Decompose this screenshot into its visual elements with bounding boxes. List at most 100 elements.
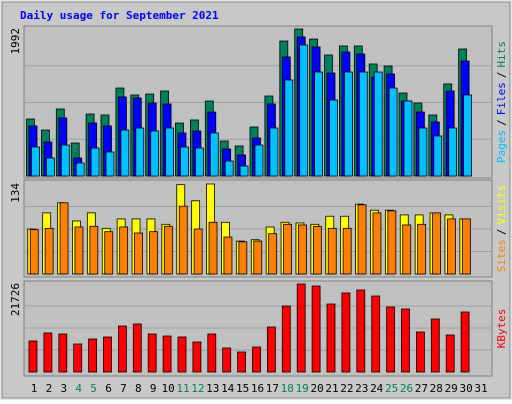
x-tick-label: 26 (400, 382, 413, 395)
x-tick-label: 22 (340, 382, 353, 395)
x-tick-label: 6 (105, 382, 112, 395)
bar (373, 71, 383, 177)
bar (237, 351, 247, 373)
x-tick-label: 9 (150, 382, 157, 395)
x-tick-label: 29 (445, 382, 458, 395)
bar (194, 147, 204, 177)
bar (118, 325, 127, 373)
x-tick-label: 27 (415, 382, 428, 395)
x-tick-label: 25 (385, 382, 398, 395)
x-tick-label: 2 (46, 382, 53, 395)
bar (447, 218, 456, 275)
bar (401, 308, 410, 373)
bar (281, 305, 291, 373)
x-tick-label: 14 (221, 382, 235, 395)
bar (430, 318, 440, 373)
bar (120, 129, 130, 177)
bar (448, 127, 458, 177)
x-tick-label: 4 (75, 382, 82, 395)
bar (283, 223, 292, 275)
bar (327, 227, 337, 275)
bar (43, 332, 53, 373)
bar (44, 227, 54, 275)
bar (298, 224, 307, 275)
bar (73, 343, 83, 373)
bar (253, 240, 263, 275)
bar (329, 99, 338, 177)
legend-separator: / (495, 72, 508, 79)
bar (223, 236, 233, 275)
bar (326, 303, 336, 373)
bar (445, 334, 455, 373)
bar (266, 326, 276, 373)
legend-entry: KBytes (495, 309, 508, 349)
bar (132, 323, 142, 373)
bar (386, 306, 396, 373)
bar (165, 127, 175, 177)
bar (60, 144, 70, 177)
bar (371, 295, 381, 373)
bar (403, 100, 413, 177)
bar (388, 87, 398, 177)
x-tick-label: 21 (325, 382, 338, 395)
x-tick-label: 20 (310, 382, 323, 395)
x-tick-label: 19 (296, 382, 309, 395)
bar (58, 333, 68, 373)
bar (268, 233, 278, 275)
bar (90, 147, 100, 177)
bar (134, 232, 143, 275)
x-tick-label: 13 (206, 382, 219, 395)
chart-title: Daily usage for September 2021 (20, 9, 219, 22)
bar (372, 212, 382, 275)
x-tick-label: 28 (430, 382, 443, 395)
bar (299, 44, 309, 177)
bar (104, 231, 114, 275)
bar (192, 341, 202, 373)
y-tick-label: 1992 (9, 28, 22, 55)
x-tick-label: 23 (355, 382, 368, 395)
bar (29, 229, 39, 275)
legend: KBytes (495, 309, 508, 349)
legend-entry: Hits (495, 41, 508, 68)
x-tick-label: 5 (90, 382, 97, 395)
y-tick-label: 134 (9, 183, 22, 203)
x-tick-label: 16 (251, 382, 264, 395)
bar (415, 331, 425, 373)
legend: Sites / Visits (495, 185, 508, 273)
bar (88, 338, 97, 373)
bar (387, 210, 397, 275)
bar (356, 289, 366, 373)
bar (119, 226, 129, 275)
x-tick-label: 15 (236, 382, 249, 395)
bar (239, 165, 249, 177)
legend-entry: Sites (495, 239, 508, 272)
bar (311, 285, 321, 373)
bar (193, 228, 203, 275)
bar (31, 146, 40, 177)
bar (341, 292, 351, 373)
bar (252, 346, 261, 373)
bar (432, 212, 441, 275)
bar (74, 226, 84, 275)
bar (180, 146, 189, 177)
bar (418, 127, 428, 177)
bar (314, 71, 324, 177)
x-tick-label: 12 (191, 382, 204, 395)
bar (147, 333, 157, 373)
x-tick-label: 24 (370, 382, 384, 395)
bar (162, 335, 172, 373)
bar (358, 71, 368, 177)
bar (59, 202, 69, 275)
legend-entry: Files (495, 82, 508, 115)
bar (150, 130, 160, 177)
bar (296, 283, 306, 373)
bar (224, 160, 234, 177)
x-tick-label: 18 (281, 382, 294, 395)
x-tick-label: 3 (60, 382, 67, 395)
bar (433, 135, 443, 177)
bar (149, 231, 158, 275)
bar (357, 204, 367, 275)
bar (105, 151, 115, 177)
